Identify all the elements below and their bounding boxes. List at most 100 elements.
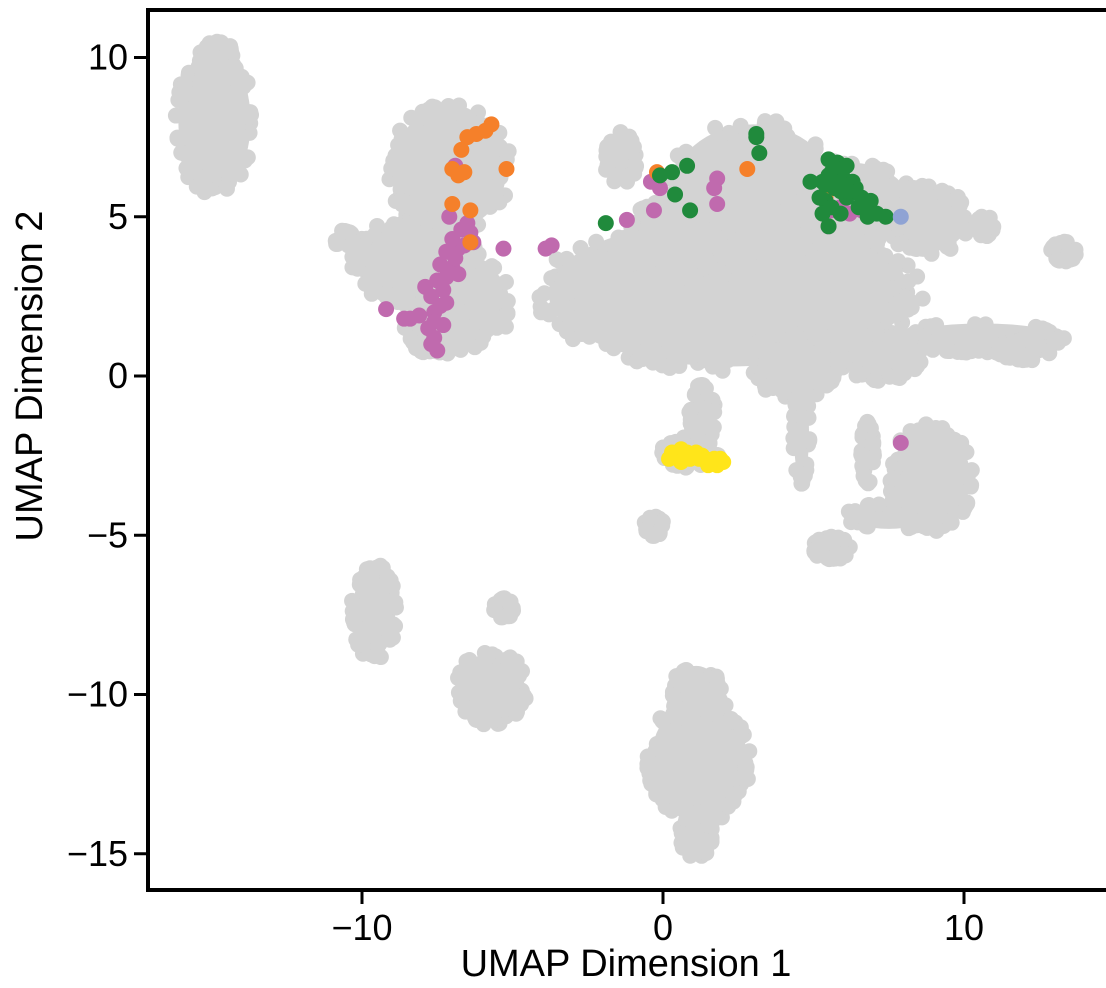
background-point (1017, 351, 1034, 368)
background-point (786, 407, 803, 424)
background-cluster (853, 413, 882, 492)
background-point (669, 147, 686, 164)
data-point (438, 243, 455, 260)
data-point (498, 160, 515, 177)
background-point (823, 528, 840, 545)
background-point (167, 107, 184, 124)
data-point (892, 208, 909, 225)
data-point (856, 196, 873, 213)
background-point (640, 753, 657, 770)
background-point (461, 652, 478, 669)
y-tick-label: −15 (67, 833, 128, 874)
y-tick-label: 0 (108, 355, 128, 396)
data-point (459, 215, 476, 232)
background-cluster (190, 33, 244, 96)
background-point (851, 365, 868, 382)
data-point (438, 294, 455, 311)
background-point (232, 166, 249, 183)
y-tick-label: 5 (108, 196, 128, 237)
y-axis-title: UMAP Dimension 2 (9, 211, 51, 542)
background-point (963, 462, 980, 479)
data-point (618, 211, 635, 228)
background-point (843, 514, 860, 531)
background-point (452, 692, 469, 709)
background-point (678, 810, 695, 827)
background-point (515, 687, 532, 704)
background-cluster (1043, 233, 1084, 270)
background-point (514, 663, 531, 680)
background-point (531, 289, 548, 306)
data-point (597, 215, 614, 232)
background-point (610, 229, 627, 246)
background-point (673, 709, 690, 726)
background-point (727, 786, 744, 803)
background-point (176, 76, 193, 93)
background-cluster (327, 222, 362, 254)
data-point (426, 313, 443, 330)
background-point (885, 470, 902, 487)
background-point (560, 272, 577, 289)
background-point (762, 254, 779, 271)
background-point (811, 325, 828, 342)
data-point (682, 202, 699, 219)
y-axis-ticks: −15 −10 −5 0 5 10 (67, 37, 146, 874)
data-point (892, 434, 909, 451)
background-point (688, 271, 705, 288)
background-cluster (681, 376, 723, 450)
background-cluster (344, 557, 404, 666)
background-point (405, 334, 422, 351)
background-point (605, 340, 622, 357)
background-point (939, 238, 956, 255)
background-point (824, 550, 841, 567)
background-point (732, 719, 749, 736)
background-point (387, 599, 404, 616)
background-cluster-core (178, 51, 251, 192)
background-point (837, 545, 854, 562)
background-point (684, 420, 701, 437)
background-point (865, 325, 882, 342)
background-point (235, 78, 252, 95)
background-point (606, 173, 623, 190)
background-point (720, 239, 737, 256)
y-tick-label: −10 (67, 674, 128, 715)
background-point (746, 339, 763, 356)
background-point (351, 576, 368, 593)
background-point (721, 124, 738, 141)
background-point (357, 275, 374, 292)
x-axis-ticks: −10 0 10 (331, 892, 984, 948)
background-point (970, 342, 987, 359)
data-point (751, 145, 768, 162)
background-point (792, 379, 809, 396)
background-point (344, 611, 361, 628)
background-point (894, 294, 911, 311)
background-point (369, 217, 386, 234)
background-point (866, 372, 883, 389)
background-cluster (450, 645, 534, 733)
data-point (832, 205, 849, 222)
background-cluster-core (650, 700, 748, 822)
data-point (441, 208, 458, 225)
background-point (826, 365, 843, 382)
background-point (731, 263, 748, 280)
background-point (959, 494, 976, 511)
background-point (446, 104, 463, 121)
background-point (648, 736, 665, 753)
background-point (479, 648, 496, 665)
background-point (702, 256, 719, 273)
background-point (857, 472, 874, 489)
background-point (654, 713, 671, 730)
background-point (786, 179, 803, 196)
x-tick-label: 0 (653, 907, 673, 948)
background-point (218, 180, 235, 197)
background-point (905, 180, 922, 197)
background-cluster (785, 379, 818, 492)
background-point (627, 159, 644, 176)
background-point (785, 430, 802, 447)
background-point (705, 419, 722, 436)
background-point (851, 234, 868, 251)
background-point (803, 146, 820, 163)
background-point (703, 832, 720, 849)
data-point (651, 167, 668, 184)
data-point (820, 167, 837, 184)
